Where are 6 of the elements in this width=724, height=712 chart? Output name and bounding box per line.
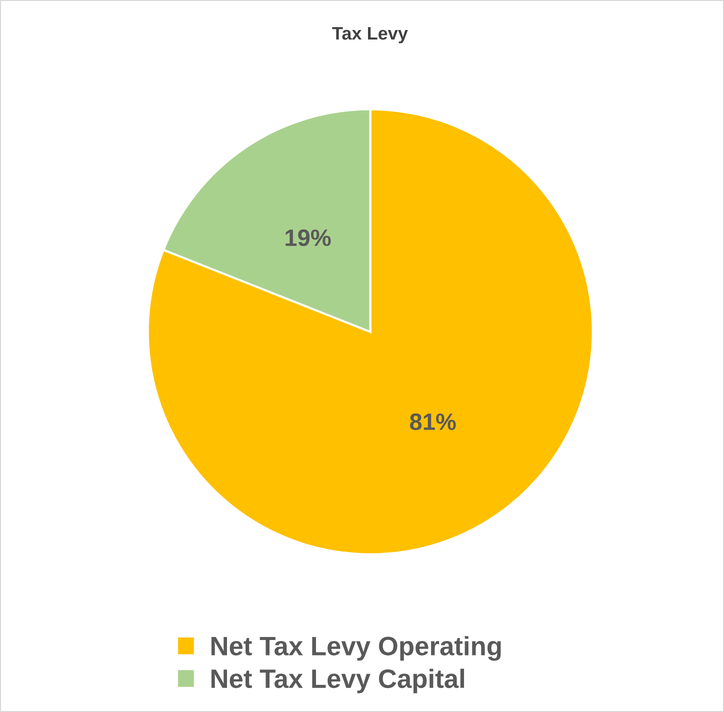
pie-slice [146, 108, 594, 556]
legend-label: Net Tax Levy Capital [211, 668, 464, 694]
chart-title: Tax Levy [332, 27, 408, 44]
data-label: 81% [410, 413, 456, 430]
legend-label: Net Tax Levy Operating [211, 636, 501, 661]
data-label: 19% [286, 229, 331, 246]
